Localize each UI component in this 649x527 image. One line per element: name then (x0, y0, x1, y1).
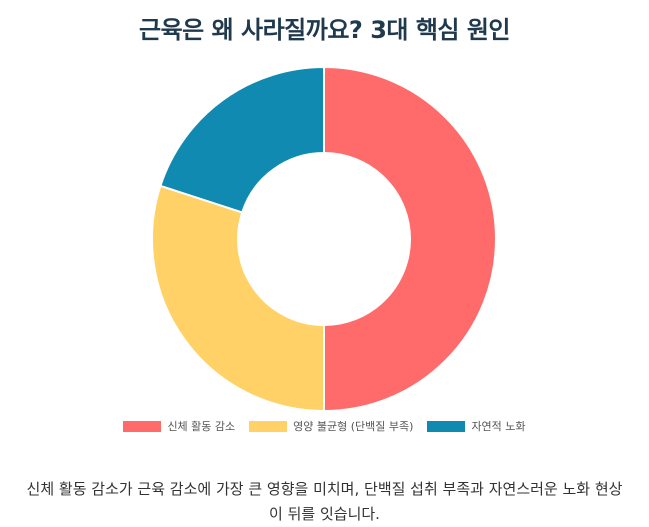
legend-label-1: 영양 불균형 (단백질 부족) (293, 420, 414, 433)
chart-caption: 신체 활동 감소가 근육 감소에 가장 큰 영향을 미치며, 단백질 섭취 부족… (26, 480, 623, 523)
legend-label-2: 자연적 노화 (471, 420, 526, 433)
legend-swatch-0 (123, 420, 162, 432)
donut-chart (151, 65, 497, 413)
donut-slice-2[interactable] (159, 65, 325, 214)
legend-swatch-2 (427, 420, 466, 432)
legend-item-2[interactable]: 자연적 노화 (427, 418, 526, 434)
legend-item-1[interactable]: 영양 불균형 (단백질 부족) (249, 418, 413, 434)
legend-label-0: 신체 활동 감소 (167, 420, 236, 433)
donut-slice-1[interactable] (151, 184, 325, 413)
legend: 신체 활동 감소 영양 불균형 (단백질 부족) 자연적 노화 (0, 418, 649, 434)
chart-title: 근육은 왜 사라질까요? 3대 핵심 원인 (138, 16, 511, 44)
donut-slice-0[interactable] (323, 65, 497, 413)
legend-swatch-1 (249, 420, 288, 432)
legend-item-0[interactable]: 신체 활동 감소 (123, 418, 235, 434)
